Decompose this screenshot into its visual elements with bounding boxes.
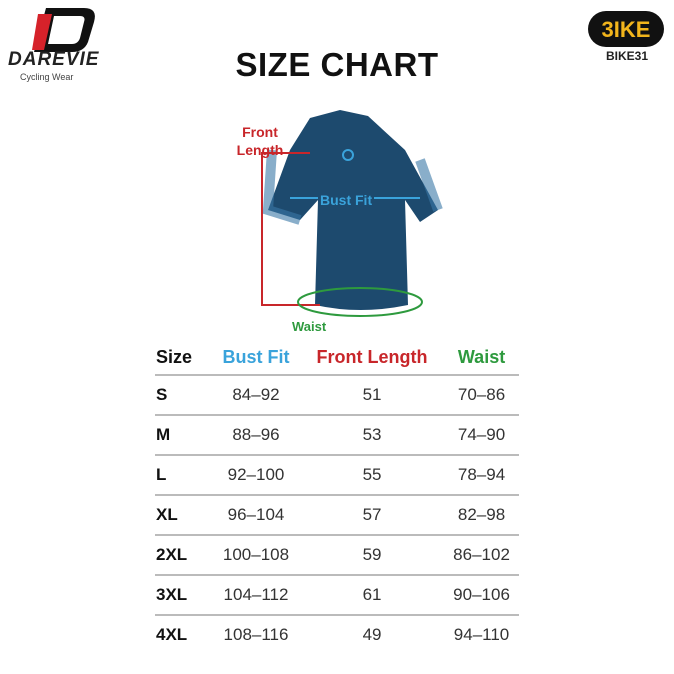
cell-bust-fit: 92–100 xyxy=(212,455,300,496)
darevie-wordmark: DAREVIE xyxy=(8,49,100,70)
cell-waist: 90–106 xyxy=(444,575,519,616)
front-length-marker xyxy=(261,152,320,306)
size-table: Size Bust Fit Front Length Waist S 84–92 5… xyxy=(155,340,519,654)
cell-bust-fit: 96–104 xyxy=(212,495,300,536)
waist-marker xyxy=(297,287,423,317)
header-front-length: Front Length xyxy=(299,340,445,376)
cell-bust-fit: 100–108 xyxy=(212,535,300,576)
cell-size: 3XL xyxy=(155,575,212,616)
cell-waist: 70–86 xyxy=(444,375,519,416)
table-row: M 88–96 53 74–90 xyxy=(155,415,519,456)
cell-front-length: 61 xyxy=(299,575,445,616)
cell-front-length: 53 xyxy=(299,415,445,456)
cell-bust-fit: 108–116 xyxy=(223,625,289,644)
cell-size: M xyxy=(155,415,212,456)
cell-bust-fit: 84–92 xyxy=(212,375,300,416)
front-length-label: Front Length xyxy=(236,124,284,158)
cell-waist: 94–110 xyxy=(453,625,510,644)
darevie-logo xyxy=(32,8,95,52)
cell-waist: 78–94 xyxy=(444,455,519,496)
cell-front-length: 59 xyxy=(299,535,445,576)
waist-label: Waist xyxy=(292,319,327,334)
table-row: 3XL 104–112 61 90–106 xyxy=(155,575,519,616)
header-bust-fit: Bust Fit xyxy=(212,340,300,376)
header-waist: Waist xyxy=(444,340,519,376)
table-row: 4XL 108–116 49 94–110 xyxy=(155,615,519,654)
cell-bust-fit: 88–96 xyxy=(212,415,300,456)
jersey xyxy=(268,110,438,310)
table-row: S 84–92 51 70–86 xyxy=(155,375,519,416)
darevie-tagline: Cycling Wear xyxy=(20,72,74,82)
table-row: 2XL 100–108 59 86–102 xyxy=(155,535,519,576)
page-title: SIZE CHART xyxy=(235,46,439,83)
cell-size: 4XL xyxy=(156,625,188,644)
cell-front-length: 57 xyxy=(299,495,445,536)
table-row: L 92–100 55 78–94 xyxy=(155,455,519,496)
cell-waist: 82–98 xyxy=(444,495,519,536)
shop-name: BIKE31 xyxy=(605,49,649,63)
bike-logo-text: 3IKE xyxy=(602,17,651,42)
cell-front-length: 51 xyxy=(299,375,445,416)
cell-bust-fit: 104–112 xyxy=(212,575,300,616)
bike-logo: 3IKE xyxy=(588,11,664,47)
bust-fit-label: Bust Fit xyxy=(318,192,375,208)
cell-size: L xyxy=(155,455,212,496)
cell-waist: 74–90 xyxy=(444,415,519,456)
table-header-row: Size Bust Fit Front Length Waist xyxy=(155,340,519,376)
cell-size: S xyxy=(155,375,212,416)
table-row: XL 96–104 57 82–98 xyxy=(155,495,519,536)
header-size: Size xyxy=(155,340,212,376)
cell-waist: 86–102 xyxy=(444,535,519,576)
cell-front-length: 49 xyxy=(362,625,382,644)
cell-size: XL xyxy=(155,495,212,536)
cell-size: 2XL xyxy=(155,535,212,576)
cell-front-length: 55 xyxy=(299,455,445,496)
